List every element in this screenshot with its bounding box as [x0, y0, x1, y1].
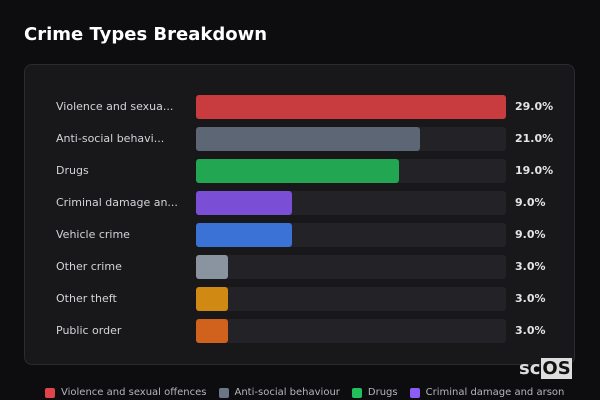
- legend-label: Criminal damage and arson: [425, 387, 565, 398]
- legend-label: Drugs: [367, 387, 398, 398]
- bar: [196, 319, 229, 343]
- bar-row: Other theft 3.0%: [25, 287, 574, 311]
- legend-item[interactable]: Drugs: [351, 387, 398, 398]
- bar-track: [196, 159, 506, 183]
- bar: [196, 255, 229, 279]
- bar: [196, 191, 293, 215]
- bar: [196, 223, 293, 247]
- value-label: 3.0%: [515, 292, 546, 305]
- legend-item[interactable]: Criminal damage and arson: [409, 387, 565, 398]
- value-label: 9.0%: [515, 196, 546, 209]
- legend-label: Violence and sexual offences: [61, 387, 207, 398]
- bar-track: [196, 255, 506, 279]
- value-label: 29.0%: [515, 100, 554, 113]
- bar-track: [196, 95, 506, 119]
- legend-swatch: [409, 387, 420, 398]
- bar: [196, 159, 400, 183]
- chart-card: Violence and sexua... 29.0% Anti-social b…: [24, 64, 575, 365]
- value-label: 21.0%: [515, 132, 554, 145]
- value-label: 9.0%: [515, 228, 546, 241]
- bar-row: Other crime 3.0%: [25, 255, 574, 279]
- bar-track: [196, 191, 506, 215]
- bar-track: [196, 127, 506, 151]
- logo-text-a: sc: [519, 358, 541, 379]
- legend-swatch: [218, 387, 229, 398]
- logo-text-b: OS: [541, 358, 572, 379]
- value-label: 3.0%: [515, 260, 546, 273]
- category-label: Other crime: [56, 260, 122, 273]
- bar-row: Vehicle crime 9.0%: [25, 223, 574, 247]
- bar-track: [196, 223, 506, 247]
- category-label: Vehicle crime: [56, 228, 130, 241]
- category-label: Violence and sexua...: [56, 100, 174, 113]
- bar-track: [196, 319, 506, 343]
- legend-item[interactable]: Violence and sexual offences: [45, 387, 207, 398]
- bar-row: Criminal damage an... 9.0%: [25, 191, 574, 215]
- category-label: Drugs: [56, 164, 89, 177]
- chart-title: Crime Types Breakdown: [24, 24, 268, 45]
- bar: [196, 287, 229, 311]
- legend: Violence and sexual offences Anti-social …: [45, 387, 564, 398]
- bar: [196, 127, 421, 151]
- category-label: Other theft: [56, 292, 117, 305]
- bar-row: Public order 3.0%: [25, 319, 574, 343]
- bar-row: Anti-social behavi... 21.0%: [25, 127, 574, 151]
- category-label: Public order: [56, 324, 122, 337]
- bar-track: [196, 287, 506, 311]
- legend-label: Anti-social behaviour: [234, 387, 340, 398]
- legend-swatch: [351, 387, 362, 398]
- value-label: 3.0%: [515, 324, 546, 337]
- scos-logo: sc OS: [518, 358, 572, 379]
- legend-swatch: [45, 387, 55, 398]
- bar: [196, 95, 506, 119]
- bar-row: Drugs 19.0%: [25, 159, 574, 183]
- value-label: 19.0%: [515, 164, 554, 177]
- bar-row: Violence and sexua... 29.0%: [25, 95, 574, 119]
- legend-item[interactable]: Anti-social behaviour: [218, 387, 340, 398]
- category-label: Anti-social behavi...: [56, 132, 165, 145]
- category-label: Criminal damage an...: [56, 196, 178, 209]
